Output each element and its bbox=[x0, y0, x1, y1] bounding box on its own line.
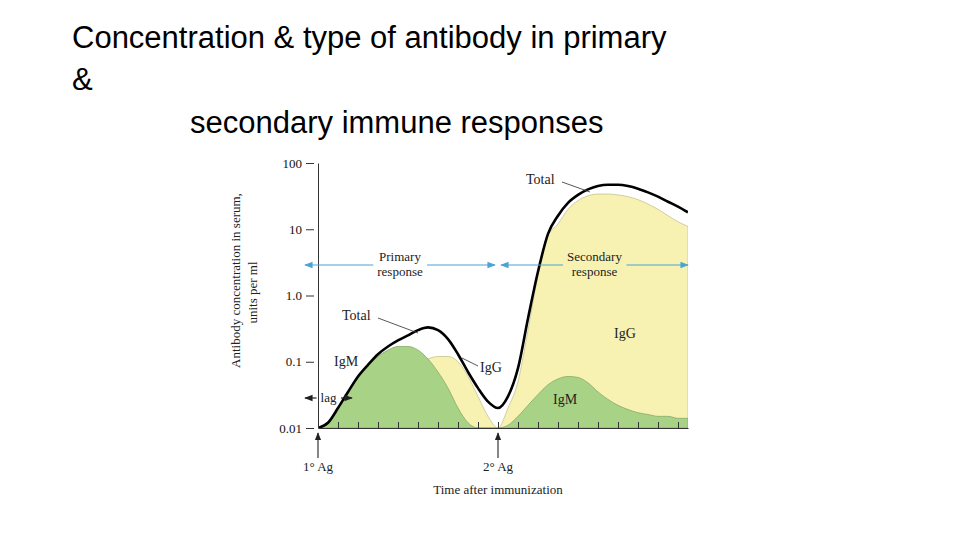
tick-label: 10 bbox=[289, 222, 302, 237]
tick: 100 bbox=[283, 156, 315, 171]
title-line: & bbox=[72, 62, 93, 97]
tick bbox=[418, 422, 419, 428]
tick-mark bbox=[378, 422, 379, 428]
span-arrow bbox=[626, 264, 688, 265]
x-axis-title: Time after immunization bbox=[433, 482, 563, 497]
tick bbox=[358, 422, 359, 428]
title-line: secondary immune responses bbox=[190, 105, 604, 140]
span-arrow bbox=[305, 264, 373, 265]
span-arrow bbox=[427, 264, 495, 265]
series-label: Total bbox=[526, 172, 555, 187]
tick bbox=[618, 422, 619, 428]
axis-line bbox=[319, 428, 689, 429]
annotation: 1° Ag bbox=[303, 459, 334, 474]
tick-mark bbox=[418, 422, 419, 428]
tick-mark bbox=[306, 296, 314, 297]
tick-mark bbox=[678, 422, 679, 428]
span-arrow bbox=[305, 397, 317, 398]
series-label: IgG bbox=[480, 360, 502, 375]
tick-label: 1.0 bbox=[286, 288, 302, 303]
tick-mark bbox=[306, 229, 314, 230]
tick bbox=[598, 422, 599, 428]
tick-mark bbox=[538, 422, 539, 428]
leader-line bbox=[462, 358, 478, 366]
tick-mark bbox=[518, 422, 519, 428]
antigen-arrow bbox=[497, 433, 498, 458]
tick bbox=[638, 422, 639, 428]
tick-mark bbox=[478, 422, 479, 428]
series-label: IgM bbox=[334, 354, 359, 369]
annotations: 1° Ag 2° Ag Primaryresponse Secondaryrespon… bbox=[303, 249, 688, 474]
annotation: lag bbox=[321, 390, 337, 405]
tick-mark bbox=[306, 163, 314, 164]
series-line bbox=[318, 185, 688, 428]
tick-mark bbox=[658, 422, 659, 428]
tick-mark bbox=[398, 422, 399, 428]
tick bbox=[378, 422, 379, 428]
antigen-arrow bbox=[317, 433, 318, 458]
y-axis: 0.01 0.1 1.0 10 100 bbox=[279, 156, 318, 436]
tick: 1.0 bbox=[286, 288, 314, 303]
tick-label: 0.1 bbox=[286, 354, 302, 369]
span-arrow bbox=[501, 264, 563, 265]
annotation: 2° Ag bbox=[483, 459, 514, 474]
series-labels: IgG IgG IgM IgM Total Total bbox=[334, 172, 636, 407]
tick-mark bbox=[598, 422, 599, 428]
tick: 0.1 bbox=[286, 354, 314, 369]
tick-mark bbox=[638, 422, 639, 428]
leader-line bbox=[562, 182, 590, 192]
tick-mark bbox=[306, 428, 314, 429]
series-label: IgG bbox=[614, 326, 636, 341]
axis-line bbox=[318, 164, 319, 429]
tick bbox=[438, 422, 439, 428]
plot-area bbox=[318, 185, 688, 428]
tick-mark bbox=[338, 422, 339, 428]
leader-line bbox=[378, 318, 418, 333]
tick bbox=[658, 422, 659, 428]
tick bbox=[338, 422, 339, 428]
span-arrow bbox=[341, 397, 352, 398]
tick bbox=[318, 422, 319, 428]
annotation: Primaryresponse bbox=[377, 249, 423, 279]
tick-label: 0.01 bbox=[279, 421, 302, 436]
tick bbox=[498, 422, 499, 428]
tick-mark bbox=[438, 422, 439, 428]
series-label: IgM bbox=[553, 392, 578, 407]
chart-svg: Concentration & type of antibody in prim… bbox=[0, 0, 960, 540]
annotation: Secondaryresponse bbox=[567, 249, 622, 279]
tick-mark bbox=[306, 362, 314, 363]
series-area bbox=[318, 194, 688, 428]
x-axis bbox=[319, 422, 689, 429]
tick bbox=[578, 422, 579, 428]
y-axis-title: Antibody concentration in serum, bbox=[228, 193, 243, 368]
tick-mark bbox=[318, 422, 319, 428]
tick bbox=[518, 422, 519, 428]
tick: 0.01 bbox=[279, 421, 314, 436]
series-label: Total bbox=[342, 308, 371, 323]
y-axis-title: units per ml bbox=[245, 261, 260, 323]
tick bbox=[458, 422, 459, 428]
tick-mark bbox=[498, 422, 499, 428]
chart-root: Concentration & type of antibody in prim… bbox=[0, 0, 960, 540]
tick bbox=[538, 422, 539, 428]
tick-mark bbox=[618, 422, 619, 428]
tick-mark bbox=[358, 422, 359, 428]
tick bbox=[678, 422, 679, 428]
tick-mark bbox=[558, 422, 559, 428]
tick-mark bbox=[458, 422, 459, 428]
tick-label: 100 bbox=[283, 156, 303, 171]
tick bbox=[478, 422, 479, 428]
tick: 10 bbox=[289, 222, 314, 237]
tick bbox=[398, 422, 399, 428]
title-line: Concentration & type of antibody in prim… bbox=[72, 20, 667, 55]
tick bbox=[558, 422, 559, 428]
tick-mark bbox=[578, 422, 579, 428]
